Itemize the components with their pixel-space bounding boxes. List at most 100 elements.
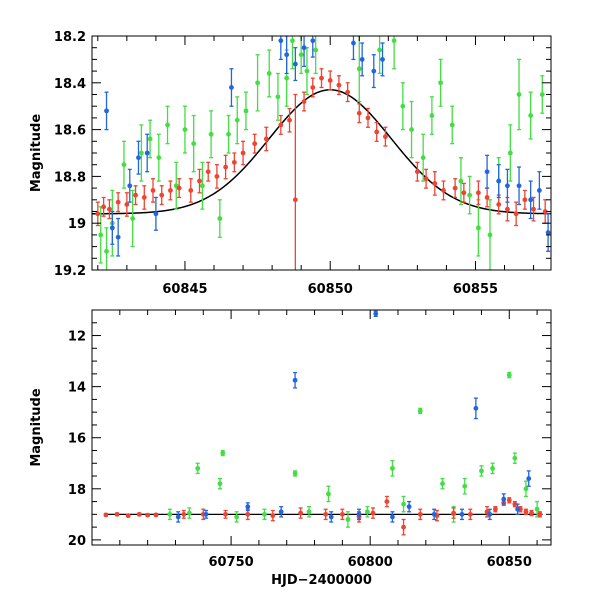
data-point (203, 511, 209, 517)
data-point (231, 159, 237, 165)
data-point (515, 506, 521, 512)
plot-area (92, 36, 551, 270)
data-point (263, 136, 269, 142)
data-point (490, 465, 495, 471)
data-point (168, 188, 173, 193)
data-point (323, 511, 329, 517)
data-point (432, 181, 438, 186)
data-point (351, 40, 356, 46)
data-point (306, 509, 312, 515)
data-point (441, 188, 446, 193)
data-point (523, 486, 529, 492)
data-point (484, 169, 490, 175)
data-point (217, 481, 223, 487)
data-point (479, 468, 484, 474)
data-point (115, 234, 121, 240)
data-point (487, 511, 493, 517)
data-point (440, 481, 445, 487)
data-point (252, 141, 258, 147)
data-point (121, 162, 127, 168)
data-point (234, 117, 240, 123)
data-point (417, 511, 423, 517)
y-axis-title: Magnitude (29, 388, 44, 467)
data-point (104, 248, 109, 254)
data-point (301, 45, 307, 51)
data-point (310, 85, 316, 90)
data-point (459, 511, 465, 517)
data-point (292, 471, 298, 476)
data-point (327, 78, 333, 83)
data-point (319, 75, 324, 81)
data-point (516, 92, 522, 97)
data-point (141, 195, 147, 200)
data-point (186, 510, 192, 516)
data-point (356, 66, 362, 72)
data-point (390, 465, 395, 471)
data-point (278, 122, 284, 128)
data-point (245, 504, 251, 510)
data-point (384, 499, 390, 504)
data-point (417, 408, 423, 414)
data-point (506, 372, 512, 378)
blue-series-points (175, 310, 532, 523)
data-point (400, 103, 406, 109)
data-point (167, 511, 173, 517)
data-point (292, 377, 298, 383)
data-point (529, 510, 534, 516)
data-point (487, 232, 493, 238)
data-point (199, 183, 205, 189)
y-tick-label: 19.2 (54, 264, 86, 279)
data-point (423, 176, 429, 182)
data-point (467, 511, 473, 517)
data-point (165, 122, 170, 128)
data-point (475, 225, 481, 231)
data-point (125, 513, 131, 519)
data-point (539, 92, 545, 97)
data-point (374, 129, 380, 135)
x-tick-label: 60850 (487, 555, 532, 570)
data-point (98, 232, 104, 238)
data-point (505, 183, 510, 189)
data-point (452, 185, 458, 191)
data-point (359, 57, 365, 62)
data-point (182, 127, 188, 132)
data-point (522, 197, 528, 203)
data-point (262, 511, 267, 517)
data-point (229, 85, 234, 90)
data-point (156, 155, 162, 161)
data-point (377, 47, 383, 53)
data-point (243, 108, 249, 114)
y-tick-label: 19 (68, 217, 86, 232)
data-point (373, 311, 379, 317)
blue-series-points (104, 36, 551, 257)
data-point (109, 225, 115, 231)
data-point (501, 496, 507, 502)
data-point (409, 127, 414, 132)
data-point (461, 190, 467, 196)
data-point (214, 174, 220, 179)
data-point (136, 155, 141, 161)
data-point (270, 513, 276, 519)
data-point (176, 185, 182, 191)
y-tick-label: 14 (68, 381, 86, 396)
y-tick-label: 12 (68, 330, 86, 345)
data-point (153, 211, 159, 217)
data-point (266, 71, 272, 76)
data-point (451, 510, 457, 516)
data-point (526, 476, 532, 481)
data-point (542, 209, 548, 214)
data-point (144, 150, 150, 156)
data-point (507, 150, 513, 156)
data-point (484, 195, 490, 200)
data-point (138, 150, 144, 156)
x-tick-label: 60845 (162, 282, 207, 297)
data-point (406, 504, 412, 510)
data-point (240, 150, 246, 156)
bottom-panel-full-light-curve: 60750 60800 60850 12 14 16 18 20 Magnitude HJD−24… (29, 309, 552, 588)
data-point (223, 164, 229, 170)
data-point (475, 190, 481, 196)
data-point (462, 483, 468, 489)
data-point (365, 115, 371, 121)
data-point (133, 192, 138, 198)
